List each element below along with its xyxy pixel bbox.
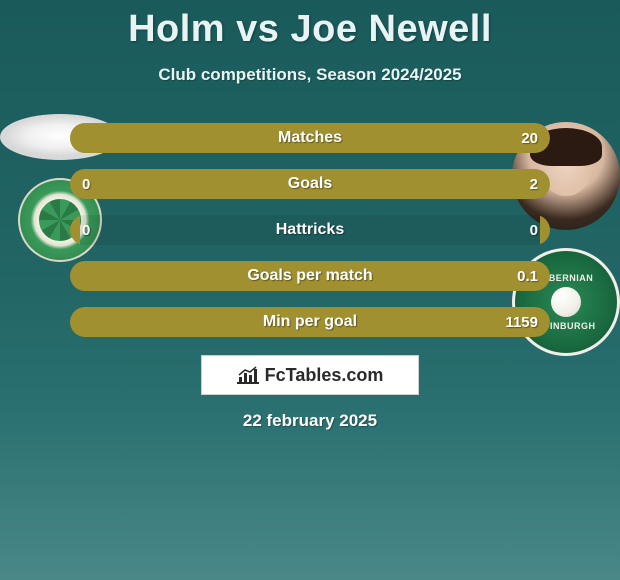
stat-row-matches: Matches20 xyxy=(70,123,550,153)
stat-value-left: 0 xyxy=(70,215,102,245)
stat-label: Min per goal xyxy=(70,307,550,337)
stat-value-right: 20 xyxy=(509,123,550,153)
subtitle: Club competitions, Season 2024/2025 xyxy=(0,65,620,85)
match-date: 22 february 2025 xyxy=(0,411,620,431)
stat-row-hattricks: Hattricks0 0 xyxy=(70,215,550,245)
logo-prefix: Fc xyxy=(265,365,286,385)
stat-value-right: 2 xyxy=(518,169,550,199)
bar-chart-icon xyxy=(237,366,259,384)
stat-value-left xyxy=(70,307,94,337)
stat-row-min-per-goal: Min per goal1159 xyxy=(70,307,550,337)
stat-value-left: 0 xyxy=(70,169,102,199)
stat-value-left xyxy=(70,261,94,291)
fctables-logo[interactable]: FcTables.com xyxy=(201,355,419,395)
stat-label: Goals xyxy=(70,169,550,199)
stat-value-right: 0 xyxy=(518,215,550,245)
stat-value-right: 1159 xyxy=(493,307,550,337)
stats-container: Matches20Goals02Hattricks00Goals per mat… xyxy=(70,123,550,337)
logo-suffix: Tables.com xyxy=(286,365,384,385)
stat-label: Matches xyxy=(70,123,550,153)
stat-label: Goals per match xyxy=(70,261,550,291)
logo-text: FcTables.com xyxy=(265,365,384,386)
page-title: Holm vs Joe Newell xyxy=(0,0,620,51)
stat-value-left xyxy=(70,123,94,153)
stat-value-right: 0.1 xyxy=(505,261,550,291)
football-icon xyxy=(551,287,581,317)
stat-row-goals-per-match: Goals per match0.1 xyxy=(70,261,550,291)
stat-label: Hattricks xyxy=(70,215,550,245)
stat-row-goals: Goals0 2 xyxy=(70,169,550,199)
